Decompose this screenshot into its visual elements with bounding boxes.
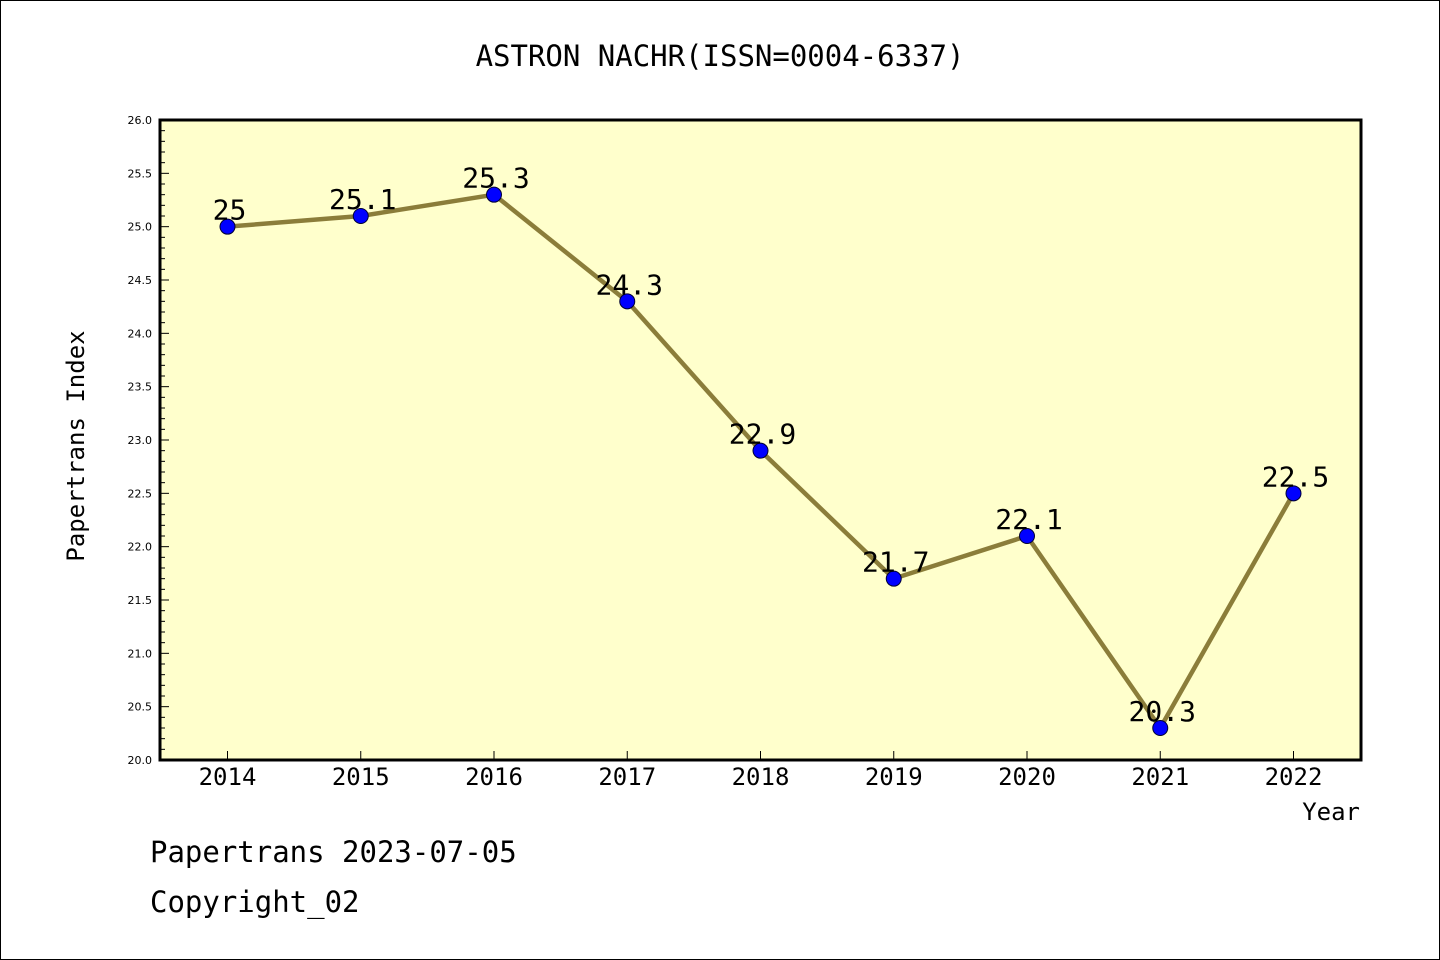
- x-tick-label: 2014: [199, 763, 257, 791]
- series-group: 25 25.1 25.3 24.3 22.9 21.7 22.1 20.3 22.5: [213, 162, 1329, 736]
- y-axis: 20.0 20.5 21.0 21.5 22.0 22.5 23.0 23.5 24.0 24.5…: [128, 114, 169, 767]
- y-tick-label: 22.0: [128, 541, 153, 554]
- data-label: 22.5: [1262, 460, 1329, 493]
- y-axis-label: Papertrans Index: [62, 330, 90, 561]
- y-tick-label: 21.0: [128, 647, 153, 660]
- x-axis: 2014 2015 2016 2017 2018 2019 2020 2021 2022: [199, 751, 1323, 791]
- data-label: 20.3: [1129, 695, 1196, 728]
- data-label: 22.9: [729, 418, 796, 451]
- y-tick-label: 25.0: [128, 221, 153, 234]
- x-tick-label: 2017: [598, 763, 656, 791]
- data-label: 25.1: [329, 183, 396, 216]
- footer-stamp: Papertrans 2023-07-05: [150, 835, 517, 869]
- y-tick-label: 21.5: [128, 594, 153, 607]
- y-tick-label: 26.0: [128, 114, 153, 127]
- data-point: [1152, 720, 1169, 736]
- x-tick-label: 2018: [732, 763, 790, 791]
- chart-title: ASTRON NACHR(ISSN=0004-6337): [476, 39, 965, 73]
- plot-area: [158, 118, 1363, 762]
- data-point: [1019, 528, 1035, 544]
- y-tick-label: 20.0: [128, 754, 153, 767]
- footer-copyright: Copyright_02: [150, 885, 360, 919]
- x-tick-label: 2019: [865, 763, 923, 791]
- y-tick-label: 24.0: [128, 327, 153, 340]
- data-point: [752, 442, 769, 459]
- x-tick-label: 2016: [465, 763, 523, 791]
- data-point: [1285, 485, 1302, 502]
- data-point: [619, 293, 636, 310]
- data-point: [352, 208, 369, 224]
- y-tick-label: 23.0: [128, 434, 153, 447]
- y-tick-label: 24.5: [128, 274, 153, 287]
- data-label: 22.1: [995, 503, 1062, 536]
- y-tick-label: 25.5: [128, 167, 153, 180]
- y-tick-label: 20.5: [128, 701, 153, 714]
- data-point: [486, 186, 502, 203]
- y-tick-label: 22.5: [128, 487, 153, 500]
- data-point: [219, 218, 236, 235]
- x-axis-label: Year: [1302, 798, 1360, 826]
- x-tick-label: 2021: [1131, 763, 1189, 791]
- data-label: 25: [213, 194, 247, 227]
- x-tick-label: 2022: [1265, 763, 1323, 791]
- x-tick-label: 2020: [998, 763, 1056, 791]
- data-label: 24.3: [596, 268, 663, 301]
- data-point: [885, 570, 902, 587]
- data-label: 21.7: [862, 546, 929, 579]
- data-label: 25.3: [462, 162, 529, 195]
- x-tick-label: 2015: [332, 763, 390, 791]
- y-tick-label: 23.5: [128, 381, 153, 394]
